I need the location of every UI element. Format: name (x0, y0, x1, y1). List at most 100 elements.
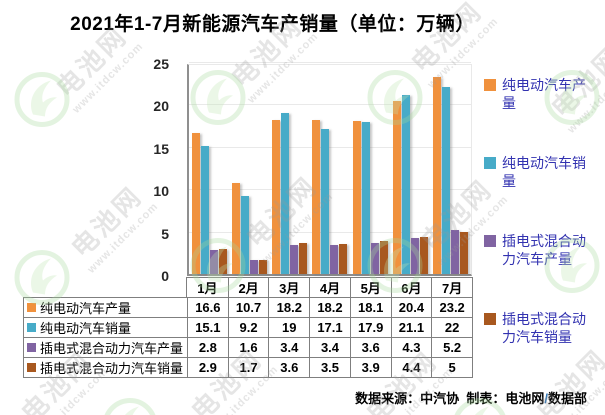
bar (312, 119, 321, 274)
bar-group-6月 (390, 65, 430, 274)
bar (352, 120, 361, 274)
bar-group-4月 (310, 65, 350, 274)
series-name: 纯电动汽车销量 (40, 321, 132, 336)
table-value-cell: 3.4 (309, 337, 350, 357)
legend-item: 纯电动汽车产量 (484, 76, 596, 112)
bar (433, 77, 442, 274)
bar (299, 243, 308, 274)
table-value-cell: 3.6 (268, 357, 310, 377)
bar (231, 183, 240, 274)
bar (200, 145, 209, 274)
bar (321, 129, 330, 274)
legend-label: 插电式混合动力汽车产量 (502, 233, 586, 267)
bar-group-5月 (350, 65, 390, 274)
table-value-cell: 2.9 (187, 357, 228, 377)
y-axis-label: 15 (153, 140, 169, 157)
table-value-cell: 15.1 (187, 317, 228, 337)
bar-group-1月 (189, 65, 229, 274)
table-value-cell: 2.8 (187, 337, 228, 357)
gridline (189, 231, 471, 233)
series-name: 插电式混合动力汽车产量 (40, 341, 184, 356)
series-name: 插电式混合动力汽车销量 (40, 361, 184, 376)
legend-label: 纯电动汽车产量 (502, 77, 586, 111)
legend-swatch (484, 157, 496, 169)
month-header-cell: 4月 (309, 278, 350, 297)
bar (339, 244, 348, 274)
bar (370, 243, 379, 274)
y-axis: 0 5 10 15 20 25 (0, 56, 178, 284)
month-header-cell: 5月 (349, 278, 391, 297)
bar (460, 231, 469, 274)
table-value-cell: 22 (431, 317, 472, 337)
y-axis-label: 0 (161, 268, 169, 284)
bar (218, 249, 227, 274)
table-value-cell: 3.6 (349, 337, 391, 357)
gridline (189, 146, 471, 148)
table-row-header: 插电式混合动力汽车产量 (24, 337, 187, 357)
bar-group-2月 (229, 65, 269, 274)
bars-container (189, 65, 471, 274)
table-value-cell: 20.4 (390, 298, 432, 317)
table-value-cell: 23.2 (431, 298, 472, 317)
month-header-cell: 6月 (390, 278, 432, 297)
data-source-note: 数据来源：中汽协 制表：电池网/数据部 (355, 388, 587, 407)
table-value-cell: 3.4 (268, 337, 310, 357)
bar (361, 122, 370, 274)
y-axis-label: 5 (161, 225, 169, 242)
legend-item: 插电式混合动力汽车产量 (484, 232, 596, 268)
table-value-cell: 19 (268, 317, 310, 337)
bar (393, 101, 402, 274)
table-value-cell: 5.2 (431, 337, 472, 357)
table-value-cell: 3.9 (349, 357, 391, 377)
gridline (189, 189, 471, 191)
legend-label: 纯电动汽车销量 (502, 155, 586, 189)
month-header-cell: 2月 (227, 278, 269, 297)
legend-swatch (484, 313, 496, 325)
table-value-cell: 10.7 (227, 298, 269, 317)
table-value-cell: 18.1 (349, 298, 391, 317)
series-marker-icon (27, 323, 36, 332)
table-row-header: 插电式混合动力汽车销量 (24, 357, 187, 377)
table-value-cell: 5 (431, 357, 472, 377)
month-header-cell: 1月 (197, 281, 218, 296)
gridline (189, 104, 471, 106)
legend-item: 插电式混合动力汽车销量 (484, 310, 596, 346)
table-value-cell: 4.3 (390, 337, 432, 357)
watermark-logo-icon (101, 397, 159, 415)
bar-group-7月 (431, 65, 471, 274)
chart-legend: 纯电动汽车产量 纯电动汽车销量 插电式混合动力汽车产量 插电式混合动力汽车销量 (484, 76, 596, 346)
data-table-body: 纯电动汽车产量 16.6 10.7 18.2 18.2 18.1 20.4 23.2 纯电动汽车… (23, 297, 473, 378)
table-value-cell: 9.2 (227, 317, 269, 337)
bar (249, 260, 258, 274)
series-name: 纯电动汽车产量 (40, 301, 132, 316)
series-marker-icon (27, 303, 36, 312)
bar (258, 259, 267, 274)
y-axis-label: 10 (153, 183, 169, 200)
table-value-cell: 4.4 (390, 357, 432, 377)
bar (290, 245, 299, 274)
series-marker-icon (27, 343, 36, 352)
bar (402, 95, 411, 274)
table-row-header: 纯电动汽车销量 (24, 317, 187, 337)
bar (420, 236, 429, 274)
bar-group-3月 (270, 65, 310, 274)
series-marker-icon (27, 363, 36, 372)
table-value-cell: 1.7 (227, 357, 269, 377)
table-value-cell: 17.9 (349, 317, 391, 337)
month-header-cell: 7月 (431, 278, 472, 297)
source-text: 数据来源：中汽协 制表：电池网 (355, 391, 545, 406)
table-value-cell: 1.6 (227, 337, 269, 357)
bar (209, 250, 218, 274)
gridline (189, 62, 471, 63)
table-row-header: 纯电动汽车产量 (24, 298, 187, 317)
bar (411, 237, 420, 274)
table-value-cell: 18.2 (268, 298, 309, 317)
bar (442, 87, 451, 274)
table-value-cell: 3.5 (309, 357, 350, 377)
table-value-cell: 18.2 (309, 298, 350, 317)
bar (379, 240, 388, 274)
legend-label: 插电式混合动力汽车销量 (502, 311, 586, 345)
bar (451, 229, 460, 274)
bar (191, 133, 200, 274)
